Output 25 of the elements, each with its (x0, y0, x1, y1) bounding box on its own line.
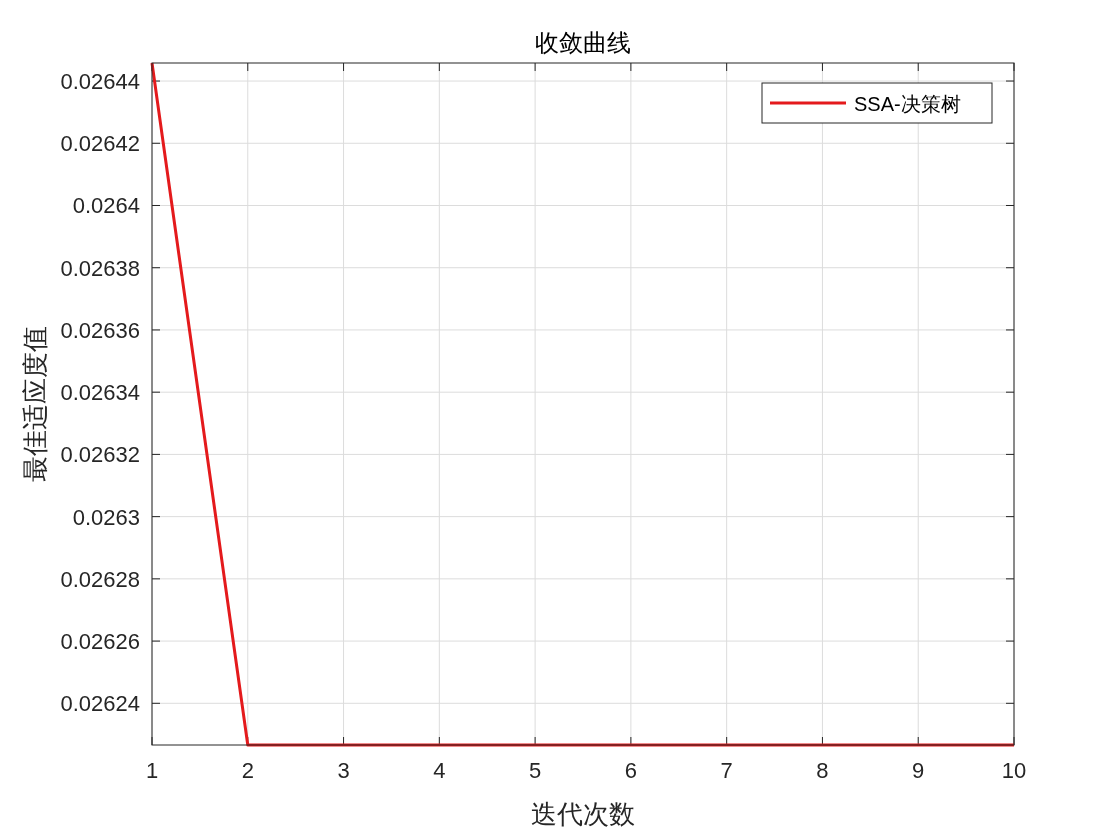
y-tick-label: 0.02638 (60, 255, 140, 281)
y-tick-label: 0.02628 (60, 566, 140, 592)
x-tick-label: 4 (433, 758, 446, 783)
chart-title: 收敛曲线 (535, 29, 631, 56)
x-tick-label: 2 (241, 758, 254, 783)
y-tick-label: 0.02634 (60, 380, 140, 406)
y-axis-title: 最佳适应度值 (20, 326, 50, 482)
y-tick-label: 0.02636 (60, 317, 140, 343)
x-tick-label: 1 (145, 758, 159, 783)
y-tick-label: 0.0263 (72, 504, 140, 530)
x-tick-label: 8 (816, 758, 829, 783)
y-tick-label: 0.02624 (60, 691, 140, 717)
y-tick-label: 0.02632 (60, 442, 140, 468)
y-tick-label: 0.02642 (60, 131, 140, 157)
x-tick-label: 9 (912, 758, 925, 783)
y-tick-label: 0.02644 (60, 69, 140, 95)
x-axis-title: 迭代次数 (531, 799, 635, 829)
x-tick-label: 6 (624, 758, 638, 783)
x-tick-label: 5 (528, 758, 542, 783)
x-tick-label: 7 (720, 758, 733, 783)
legend-label: SSA-决策树 (854, 93, 961, 115)
y-tick-label: 0.0264 (72, 193, 140, 219)
x-tick-label: 3 (337, 758, 350, 783)
y-tick-label: 0.02626 (60, 629, 140, 655)
x-tick-label: 10 (1001, 758, 1027, 783)
